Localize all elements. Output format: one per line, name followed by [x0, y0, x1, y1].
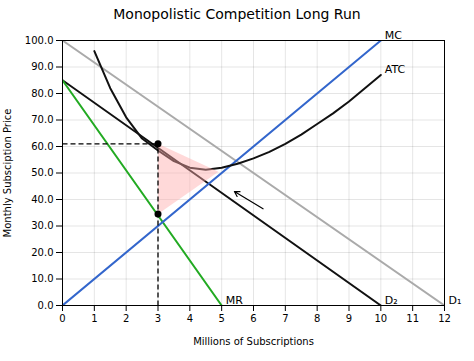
svg-text:0.0: 0.0 — [38, 300, 54, 311]
svg-text:60.0: 60.0 — [31, 141, 53, 152]
svg-text:9: 9 — [346, 313, 352, 324]
svg-text:20.0: 20.0 — [31, 247, 53, 258]
svg-text:6: 6 — [250, 313, 256, 324]
svg-text:D₂: D₂ — [385, 294, 398, 307]
svg-text:100.0: 100.0 — [25, 35, 54, 46]
svg-text:40.0: 40.0 — [31, 194, 53, 205]
svg-text:2: 2 — [123, 313, 129, 324]
svg-text:80.0: 80.0 — [31, 88, 53, 99]
svg-text:D₁: D₁ — [449, 294, 462, 307]
svg-text:10.0: 10.0 — [31, 273, 53, 284]
svg-text:11: 11 — [406, 313, 419, 324]
svg-text:MC: MC — [385, 29, 402, 42]
svg-text:70.0: 70.0 — [31, 114, 53, 125]
svg-text:90.0: 90.0 — [31, 61, 53, 72]
svg-text:12: 12 — [438, 313, 451, 324]
svg-text:1: 1 — [91, 313, 97, 324]
svg-text:Monthly Subsciption Price: Monthly Subsciption Price — [2, 109, 13, 238]
svg-text:7: 7 — [282, 313, 288, 324]
html-text:Monopolistic Competition Long: Monopolistic Competition Long Run — [113, 6, 361, 22]
svg-text:50.0: 50.0 — [31, 167, 53, 178]
svg-text:30.0: 30.0 — [31, 220, 53, 231]
svg-text:3: 3 — [155, 313, 161, 324]
svg-text:5: 5 — [218, 313, 224, 324]
svg-text:0: 0 — [59, 313, 65, 324]
svg-text:4: 4 — [187, 313, 193, 324]
svg-text:Millions of Subscriptions: Millions of Subscriptions — [193, 336, 314, 347]
svg-text:10: 10 — [374, 313, 387, 324]
svg-text:8: 8 — [314, 313, 320, 324]
svg-text:ATC: ATC — [385, 63, 406, 76]
svg-text:MR: MR — [226, 294, 243, 307]
